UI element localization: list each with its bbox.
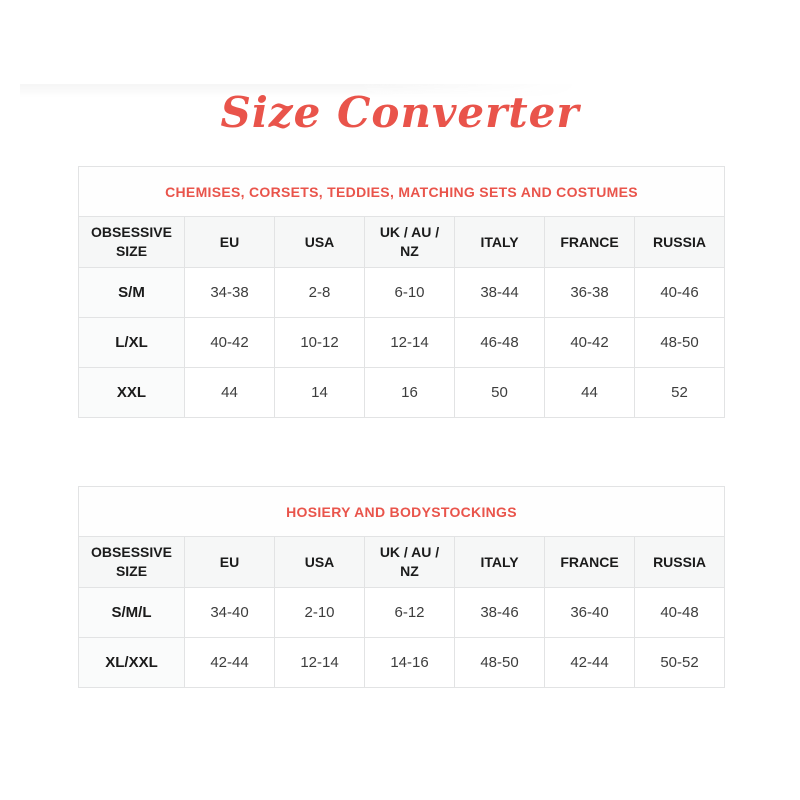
size-cell: 44 xyxy=(184,367,275,418)
table-caption-row: HOSIERY AND BODYSTOCKINGS xyxy=(77,486,726,537)
table-caption-row: CHEMISES, CORSETS, TEDDIES, MATCHING SET… xyxy=(77,166,726,217)
size-cell: 36-38 xyxy=(544,267,635,318)
size-cell: 42-44 xyxy=(544,637,635,688)
size-cell: 50-52 xyxy=(633,637,726,688)
top-shadow-divider xyxy=(20,84,580,98)
size-cell: 42-44 xyxy=(184,637,275,688)
table-row: XXL 44 14 16 50 44 52 xyxy=(78,367,726,418)
column-header-usa: USA xyxy=(274,216,365,268)
column-header-row: OBSESSIVE SIZE EU USA UK / AU / NZ ITALY… xyxy=(78,536,726,588)
size-cell: 38-46 xyxy=(454,587,545,638)
size-cell: 14-16 xyxy=(364,637,455,688)
size-cell: 10-12 xyxy=(274,317,365,368)
size-cell: 48-50 xyxy=(454,637,545,688)
column-header-italy: ITALY xyxy=(454,536,545,588)
column-header-eu: EU xyxy=(184,216,275,268)
row-label: L/XL xyxy=(78,317,185,368)
size-cell: 44 xyxy=(544,367,635,418)
size-cell: 2-10 xyxy=(274,587,365,638)
size-cell: 34-40 xyxy=(184,587,275,638)
size-cell: 52 xyxy=(633,367,726,418)
size-cell: 36-40 xyxy=(544,587,635,638)
table-caption: CHEMISES, CORSETS, TEDDIES, MATCHING SET… xyxy=(77,166,726,217)
column-header-russia: RUSSIA xyxy=(633,216,726,268)
size-cell: 12-14 xyxy=(364,317,455,368)
size-cell: 12-14 xyxy=(274,637,365,688)
size-cell: 40-46 xyxy=(633,267,726,318)
size-cell: 40-42 xyxy=(184,317,275,368)
column-header-uk-au-nz: UK / AU / NZ xyxy=(364,216,455,268)
size-cell: 2-8 xyxy=(274,267,365,318)
page-title: Size Converter xyxy=(220,88,580,137)
size-cell: 16 xyxy=(364,367,455,418)
size-table-chemises: CHEMISES, CORSETS, TEDDIES, MATCHING SET… xyxy=(77,166,726,418)
row-label: S/M/L xyxy=(78,587,185,638)
column-header-russia: RUSSIA xyxy=(633,536,726,588)
row-label: XXL xyxy=(78,367,185,418)
size-cell: 40-42 xyxy=(544,317,635,368)
table-row: S/M/L 34-40 2-10 6-12 38-46 36-40 40-48 xyxy=(78,587,726,638)
size-cell: 34-38 xyxy=(184,267,275,318)
table-row: S/M 34-38 2-8 6-10 38-44 36-38 40-46 xyxy=(78,267,726,318)
row-label: S/M xyxy=(78,267,185,318)
size-cell: 14 xyxy=(274,367,365,418)
column-header-uk-au-nz: UK / AU / NZ xyxy=(364,536,455,588)
table-row: L/XL 40-42 10-12 12-14 46-48 40-42 48-50 xyxy=(78,317,726,368)
column-header-eu: EU xyxy=(184,536,275,588)
size-cell: 6-10 xyxy=(364,267,455,318)
table-row: XL/XXL 42-44 12-14 14-16 48-50 42-44 50-… xyxy=(78,637,726,688)
size-cell: 50 xyxy=(454,367,545,418)
column-header-italy: ITALY xyxy=(454,216,545,268)
column-header-usa: USA xyxy=(274,536,365,588)
column-header-france: FRANCE xyxy=(544,216,635,268)
table-caption: HOSIERY AND BODYSTOCKINGS xyxy=(77,486,726,537)
column-header-row: OBSESSIVE SIZE EU USA UK / AU / NZ ITALY… xyxy=(78,216,726,268)
row-label: XL/XXL xyxy=(78,637,185,688)
size-cell: 40-48 xyxy=(633,587,726,638)
size-cell: 46-48 xyxy=(454,317,545,368)
column-header-france: FRANCE xyxy=(544,536,635,588)
size-cell: 6-12 xyxy=(364,587,455,638)
size-cell: 48-50 xyxy=(633,317,726,368)
size-cell: 38-44 xyxy=(454,267,545,318)
size-table-hosiery: HOSIERY AND BODYSTOCKINGS OBSESSIVE SIZE… xyxy=(77,486,726,688)
column-header-obsessive-size: OBSESSIVE SIZE xyxy=(78,536,185,588)
column-header-obsessive-size: OBSESSIVE SIZE xyxy=(78,216,185,268)
